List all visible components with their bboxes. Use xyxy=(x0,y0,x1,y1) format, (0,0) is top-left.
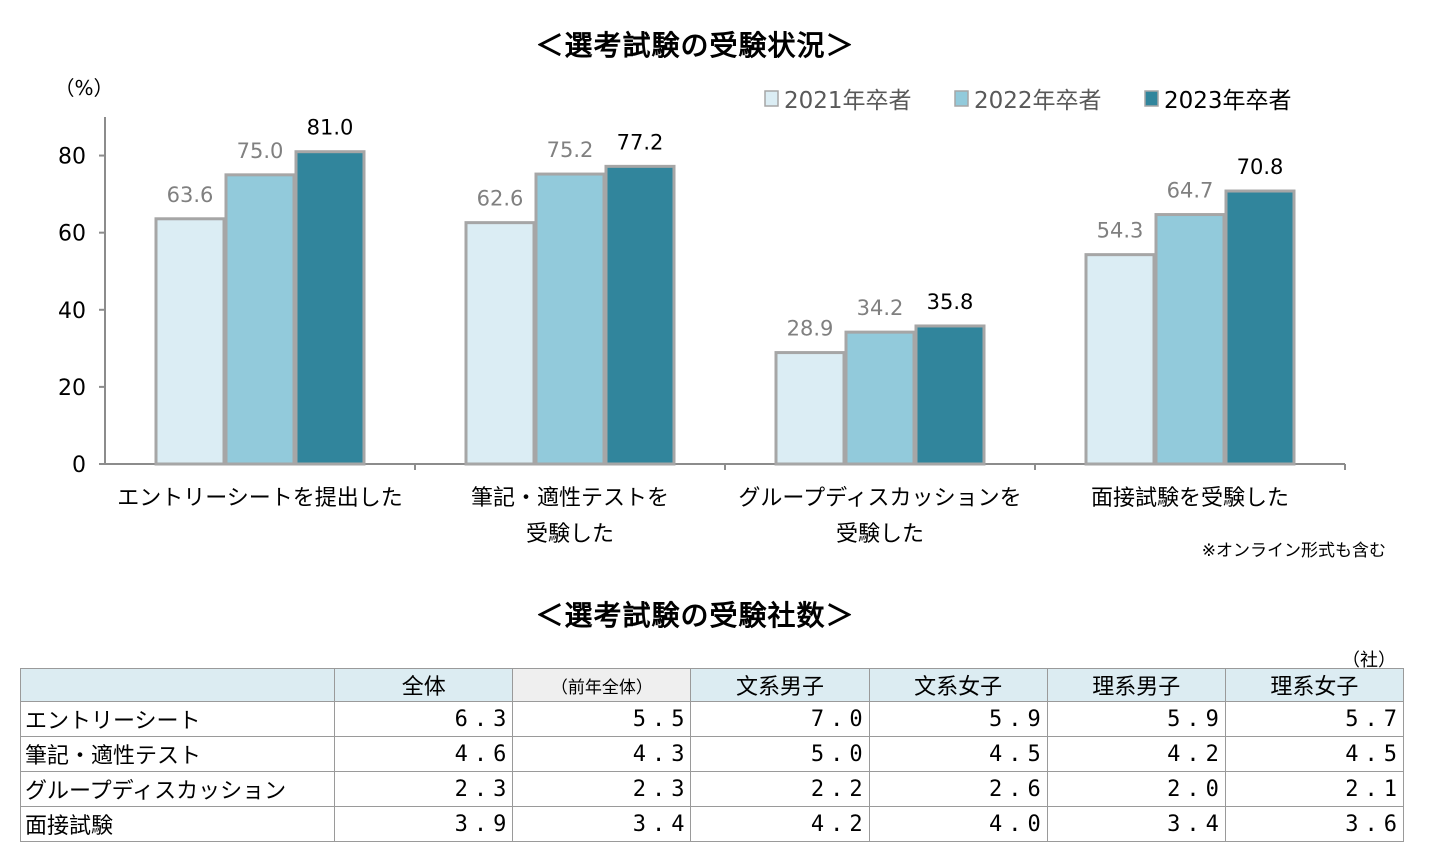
table-cell: 5.5 xyxy=(512,701,692,737)
table-cell: 2.2 xyxy=(690,771,870,807)
category-label-line: エントリーシートを提出した xyxy=(117,486,403,511)
table-cell: 3.9 xyxy=(334,806,514,842)
bar xyxy=(464,221,536,466)
table-cell: 4.5 xyxy=(868,736,1048,772)
y-tick-label: 80 xyxy=(58,145,86,170)
header-cell: 文系女子 xyxy=(868,668,1048,702)
legend-label: 2022年卒者 xyxy=(974,88,1102,114)
data-label: 75.2 xyxy=(547,138,594,162)
exam-count-table: 全体 （前年全体） 文系男子 文系女子 理系男子 理系女子 エントリーシート 6… xyxy=(19,668,1405,842)
data-label: 81.0 xyxy=(307,116,354,140)
table-cell: 4.2 xyxy=(690,806,870,842)
data-label: 28.9 xyxy=(787,317,834,341)
bar xyxy=(914,324,986,466)
category-label-line: 筆記・適性テストを xyxy=(470,486,669,511)
table-cell: 6.3 xyxy=(334,701,514,737)
header-cell: 理系男子 xyxy=(1046,668,1226,702)
bar xyxy=(1224,189,1296,466)
data-label: 35.8 xyxy=(927,290,974,314)
category-label-line: 受験した xyxy=(525,522,614,547)
table-cell: 2.0 xyxy=(1046,771,1226,807)
table-cell: 7.0 xyxy=(690,701,870,737)
data-label: 34.2 xyxy=(857,296,904,320)
table-cell: 3.4 xyxy=(512,806,692,842)
table-cell: 4.2 xyxy=(1046,736,1226,772)
data-label: 64.7 xyxy=(1167,179,1214,203)
table-cell: 2.3 xyxy=(512,771,692,807)
chart-title: ＜選考試験の受験状況＞ xyxy=(535,29,855,62)
row-label: 筆記・適性テスト xyxy=(19,736,336,772)
category-label-line: 受験した xyxy=(835,522,924,547)
y-tick-label: 20 xyxy=(58,376,86,401)
category-label: 筆記・適性テストを 受験した xyxy=(405,481,735,553)
table-cell: 4.5 xyxy=(1224,736,1405,772)
bar xyxy=(1084,253,1156,466)
y-unit-label: （%） xyxy=(54,76,113,100)
table-cell: 5.9 xyxy=(1046,701,1226,737)
table-cell: 5.0 xyxy=(690,736,870,772)
header-cell: （前年全体） xyxy=(512,668,692,702)
bar xyxy=(224,173,296,466)
row-label: 面接試験 xyxy=(19,806,336,842)
legend-swatch xyxy=(954,90,969,107)
legend-swatch xyxy=(1144,90,1159,107)
table-header-row: 全体 （前年全体） 文系男子 文系女子 理系男子 理系女子 xyxy=(19,668,1405,702)
row-label: グループディスカッション xyxy=(19,771,336,807)
table-cell: 4.0 xyxy=(868,806,1048,842)
table-cell: 2.3 xyxy=(334,771,514,807)
bar xyxy=(844,330,916,466)
bar-chart: （%） 0 20 40 60 80 63.6 75.0 81.0 62.6 75.2 77.2 28.9… xyxy=(54,76,1346,478)
table-cell: 5.9 xyxy=(868,701,1048,737)
table-cell: 4.6 xyxy=(334,736,514,772)
data-label: 54.3 xyxy=(1097,219,1144,243)
table-cell: 5.7 xyxy=(1224,701,1405,737)
table-cell: 3.4 xyxy=(1046,806,1226,842)
bar xyxy=(774,351,846,466)
category-label-line: グループディスカッションを xyxy=(738,486,1022,511)
data-label: 62.6 xyxy=(477,187,524,211)
table-row: 筆記・適性テスト 4.6 4.3 5.0 4.5 4.2 4.5 xyxy=(19,736,1405,772)
footnote: ※オンライン形式も含む xyxy=(1201,541,1386,561)
bar xyxy=(294,150,366,466)
bar xyxy=(604,164,676,466)
table-row: 面接試験 3.9 3.4 4.2 4.0 3.4 3.6 xyxy=(19,806,1405,842)
legend-swatch xyxy=(764,90,779,107)
category-label: エントリーシートを提出した xyxy=(95,481,425,517)
header-cell: 文系男子 xyxy=(690,668,870,702)
table-unit: （社） xyxy=(1342,650,1396,671)
category-label: 面接試験を受験した xyxy=(1025,481,1355,517)
table-title: ＜選考試験の受験社数＞ xyxy=(535,599,855,632)
table-cell: 4.3 xyxy=(512,736,692,772)
table-cell: 3.6 xyxy=(1224,806,1405,842)
row-label: エントリーシート xyxy=(19,701,336,737)
data-label: 77.2 xyxy=(617,130,664,154)
data-label: 63.6 xyxy=(167,183,214,207)
legend-label: 2023年卒者 xyxy=(1164,88,1292,114)
header-cell xyxy=(19,668,336,702)
table-cell: 2.1 xyxy=(1224,771,1405,807)
header-cell: 全体 xyxy=(334,668,514,702)
data-label: 75.0 xyxy=(237,139,284,163)
table-row: グループディスカッション 2.3 2.3 2.2 2.6 2.0 2.1 xyxy=(19,771,1405,807)
table-row: エントリーシート 6.3 5.5 7.0 5.9 5.9 5.7 xyxy=(19,701,1405,737)
category-label: グループディスカッションを 受験した xyxy=(715,481,1045,553)
bar xyxy=(154,217,226,466)
data-label: 70.8 xyxy=(1237,155,1284,179)
legend-label: 2021年卒者 xyxy=(784,88,912,114)
y-tick-label: 0 xyxy=(72,453,86,478)
bar xyxy=(1154,213,1226,466)
y-tick-label: 60 xyxy=(58,222,86,247)
header-cell: 理系女子 xyxy=(1224,668,1405,702)
category-label-line: 面接試験を受験した xyxy=(1090,486,1289,511)
y-tick-label: 40 xyxy=(58,299,86,324)
bar xyxy=(534,172,606,466)
table-cell: 2.6 xyxy=(868,771,1048,807)
